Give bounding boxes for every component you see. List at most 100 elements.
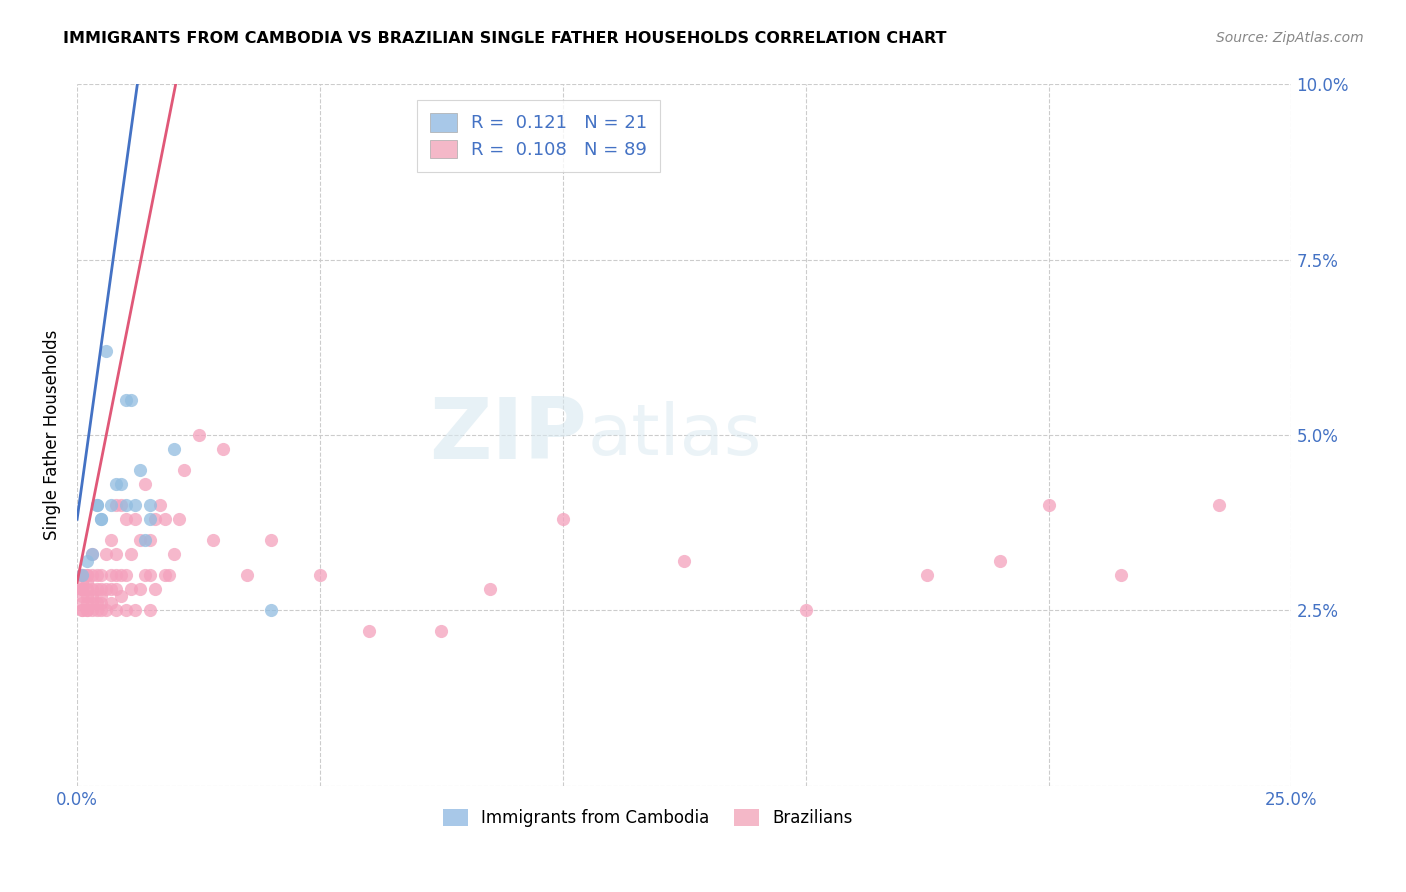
Point (260, 603, 283, 617)
Point (100, 582, 122, 597)
Point (260, 533, 283, 548)
Point (76, 554, 98, 568)
Point (70, 582, 93, 597)
Point (124, 498, 146, 512)
Point (70, 596, 93, 610)
Point (100, 596, 122, 610)
Point (90, 590, 112, 604)
Point (104, 582, 127, 597)
Point (143, 512, 166, 526)
Point (76, 575, 98, 590)
Point (120, 392, 142, 407)
Point (70, 568, 93, 582)
Point (80, 590, 103, 604)
Point (478, 582, 501, 597)
Point (1111, 568, 1133, 582)
Point (80, 596, 103, 610)
Point (110, 477, 132, 491)
Point (104, 603, 127, 617)
Point (114, 392, 136, 407)
Point (1038, 498, 1060, 512)
Point (80, 603, 103, 617)
Point (202, 533, 225, 548)
Point (794, 603, 817, 617)
Point (915, 568, 938, 582)
Point (80, 547, 103, 561)
Point (70, 582, 93, 597)
Point (357, 624, 380, 639)
Point (70, 582, 93, 597)
Point (134, 477, 156, 491)
Y-axis label: Single Father Households: Single Father Households (44, 330, 60, 541)
Point (211, 442, 233, 457)
Point (86, 603, 108, 617)
Point (120, 582, 142, 597)
Point (90, 596, 112, 610)
Point (90, 512, 112, 526)
Point (114, 568, 136, 582)
Text: ZIP: ZIP (429, 393, 588, 476)
Point (114, 512, 136, 526)
Point (76, 568, 98, 582)
Point (157, 568, 180, 582)
Point (114, 498, 136, 512)
Point (86, 498, 108, 512)
Point (134, 568, 156, 582)
Point (96, 582, 118, 597)
Point (90, 568, 112, 582)
Point (149, 498, 172, 512)
Point (100, 498, 122, 512)
Point (129, 533, 152, 548)
Point (86, 582, 108, 597)
Point (129, 463, 152, 477)
Point (551, 512, 574, 526)
Point (153, 568, 176, 582)
Point (988, 554, 1011, 568)
Point (309, 568, 332, 582)
Point (76, 603, 98, 617)
Point (153, 512, 176, 526)
Point (70, 603, 93, 617)
Point (139, 603, 162, 617)
Point (96, 343, 118, 358)
Point (104, 568, 127, 582)
Point (124, 603, 146, 617)
Point (76, 582, 98, 597)
Point (70, 590, 93, 604)
Point (139, 498, 162, 512)
Point (80, 568, 103, 582)
Point (430, 624, 453, 639)
Point (80, 547, 103, 561)
Point (90, 603, 112, 617)
Point (86, 498, 108, 512)
Point (139, 568, 162, 582)
Point (104, 477, 127, 491)
Point (1208, 498, 1230, 512)
Point (76, 596, 98, 610)
Point (86, 596, 108, 610)
Point (134, 533, 156, 548)
Point (114, 603, 136, 617)
Point (76, 568, 98, 582)
Point (110, 590, 132, 604)
Point (86, 568, 108, 582)
Point (70, 568, 93, 582)
Point (90, 512, 112, 526)
Point (104, 547, 127, 561)
Point (163, 442, 186, 457)
Point (80, 582, 103, 597)
Point (70, 603, 93, 617)
Point (173, 463, 195, 477)
Point (129, 582, 152, 597)
Point (236, 568, 259, 582)
Point (100, 533, 122, 548)
Point (110, 498, 132, 512)
Point (100, 568, 122, 582)
Text: Source: ZipAtlas.com: Source: ZipAtlas.com (1216, 31, 1364, 45)
Text: atlas: atlas (588, 401, 762, 469)
Point (139, 533, 162, 548)
Point (90, 582, 112, 597)
Point (120, 547, 142, 561)
Point (143, 582, 166, 597)
Point (70, 575, 93, 590)
